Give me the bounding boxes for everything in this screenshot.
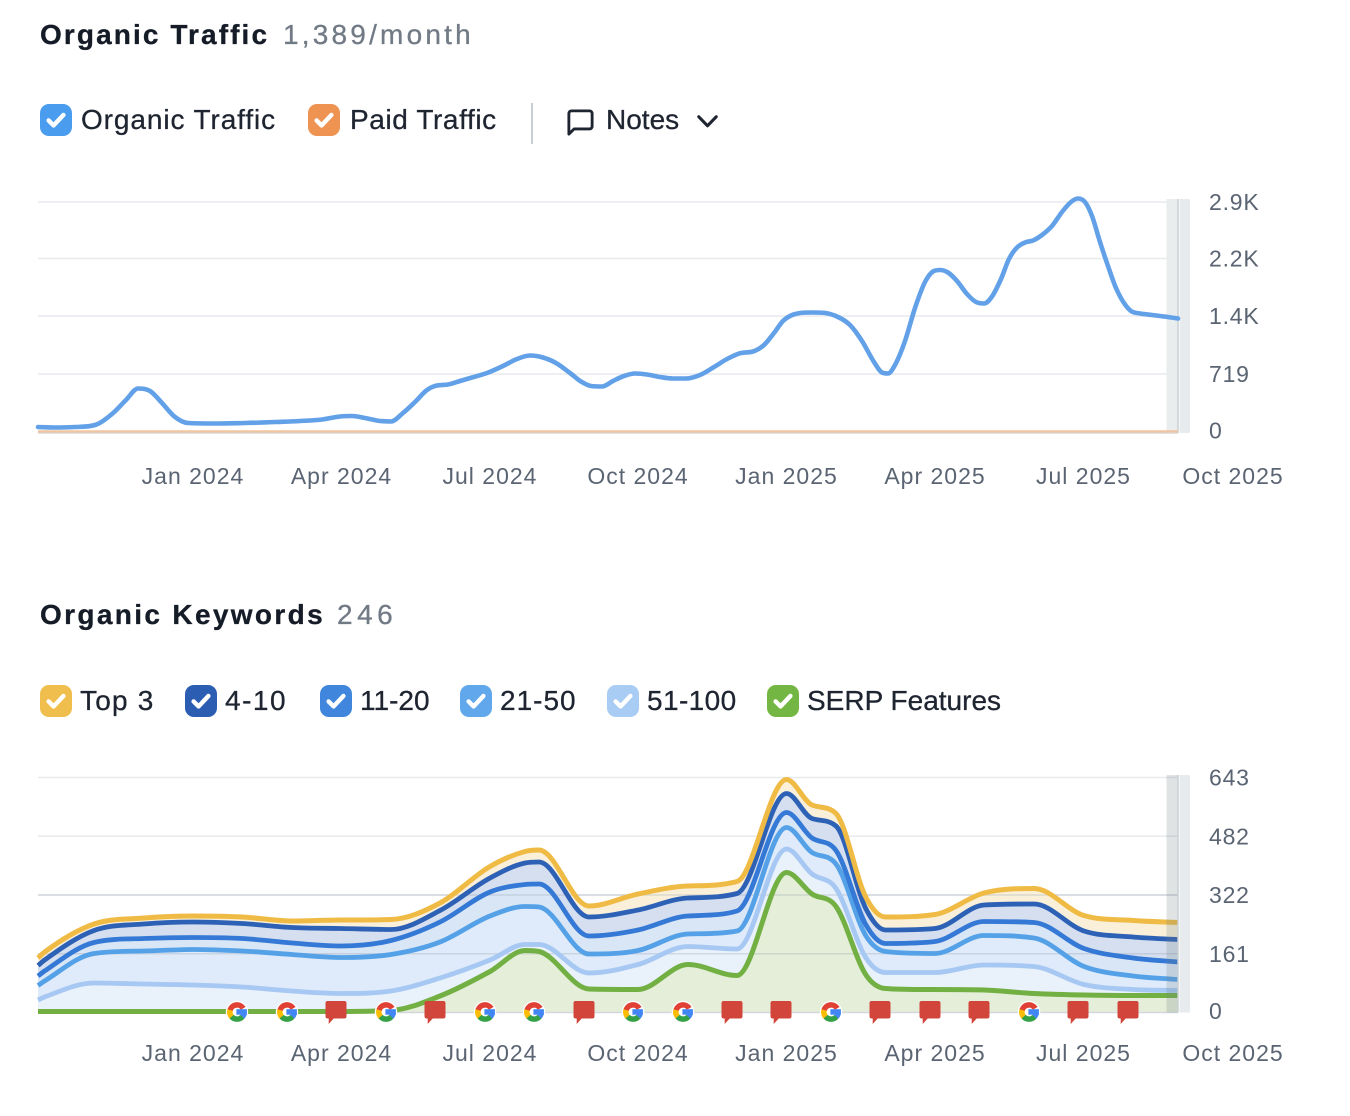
svg-text:2.2K: 2.2K	[1209, 246, 1260, 272]
svg-text:Oct 2024: Oct 2024	[587, 1040, 688, 1066]
svg-text:0: 0	[1209, 998, 1223, 1024]
svg-text:2.9K: 2.9K	[1209, 189, 1260, 215]
svg-text:Jul 2024: Jul 2024	[443, 1040, 538, 1066]
svg-text:Jul 2025: Jul 2025	[1036, 1040, 1131, 1066]
svg-text:482: 482	[1209, 823, 1250, 849]
svg-text:Jan 2025: Jan 2025	[735, 1040, 838, 1066]
svg-text:Jan 2024: Jan 2024	[142, 1040, 245, 1066]
svg-text:719: 719	[1209, 361, 1250, 387]
svg-text:Apr 2025: Apr 2025	[884, 463, 985, 489]
svg-text:Apr 2024: Apr 2024	[291, 463, 392, 489]
svg-text:322: 322	[1209, 882, 1250, 908]
svg-text:1.4K: 1.4K	[1209, 303, 1260, 329]
svg-text:Jul 2025: Jul 2025	[1036, 463, 1131, 489]
svg-text:643: 643	[1209, 765, 1250, 791]
svg-text:Apr 2025: Apr 2025	[884, 1040, 985, 1066]
svg-text:Jul 2024: Jul 2024	[443, 463, 538, 489]
svg-text:161: 161	[1209, 941, 1250, 967]
svg-text:Oct 2025: Oct 2025	[1182, 463, 1283, 489]
svg-text:Jan 2025: Jan 2025	[735, 463, 838, 489]
svg-text:Apr 2024: Apr 2024	[291, 1040, 392, 1066]
svg-text:Oct 2024: Oct 2024	[587, 463, 688, 489]
svg-text:0: 0	[1209, 418, 1223, 444]
svg-text:Jan 2024: Jan 2024	[142, 463, 245, 489]
svg-text:Oct 2025: Oct 2025	[1182, 1040, 1283, 1066]
